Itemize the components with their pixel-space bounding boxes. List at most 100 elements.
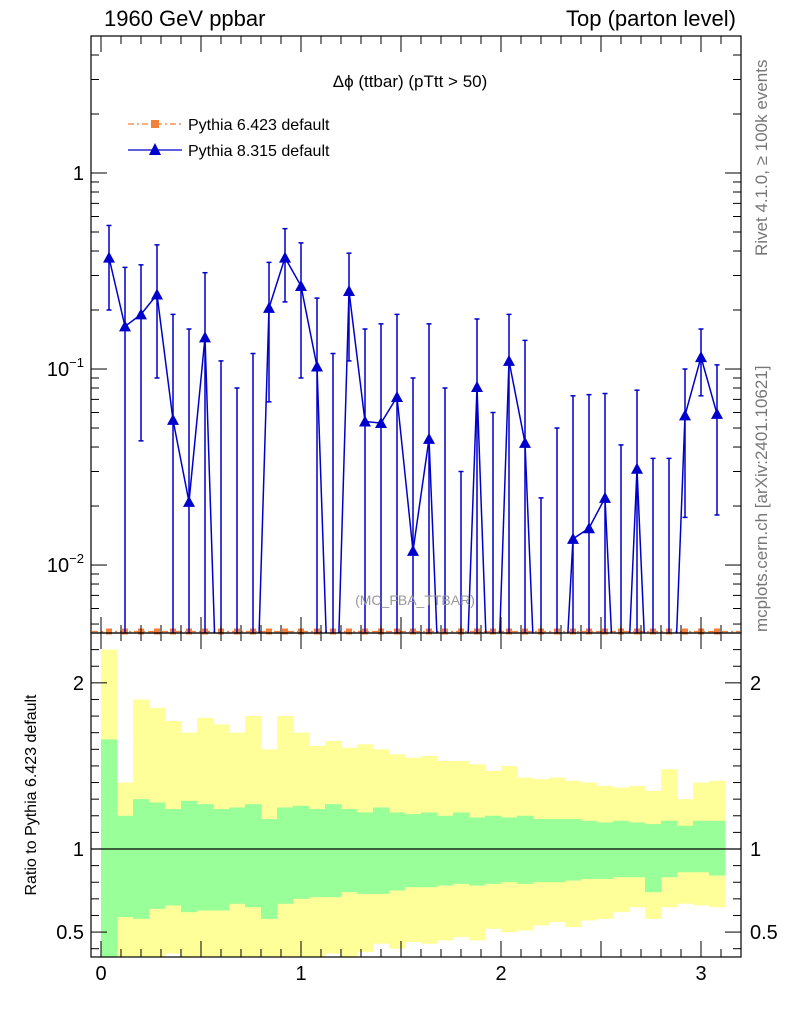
- pythia8-point: [695, 351, 707, 363]
- pythia8-error-bar: [522, 339, 528, 633]
- ratio-y-tick-label-left: 2: [73, 673, 84, 695]
- x-tick-label: 1: [295, 963, 306, 985]
- ratio-inner-band-bin: [565, 819, 582, 881]
- pythia8-point: [183, 495, 195, 507]
- ratio-y-axis-label: Ratio to Pythia 6.423 default: [23, 694, 40, 896]
- pythia8-error-bar: [410, 377, 416, 633]
- legend-pythia8-label: Pythia 8.315 default: [188, 143, 330, 160]
- pythia6-point: [106, 628, 112, 635]
- pythia6-point: [266, 628, 272, 635]
- ratio-inner-band-bin: [101, 739, 118, 957]
- pythia8-error-bar: [234, 387, 240, 633]
- ratio-inner-band-bin: [405, 814, 422, 888]
- ratio-inner-band-bin: [213, 809, 230, 911]
- pythia8-error-bar: [218, 360, 224, 633]
- ratio-inner-band-bin: [549, 819, 566, 883]
- pythia8-point: [167, 413, 179, 425]
- analysis-watermark: (MC_FBA_TTBAR): [355, 592, 475, 608]
- pythia8-point: [407, 544, 419, 556]
- pythia8-point: [519, 436, 531, 448]
- ratio-y-tick-label-right: 0.5: [750, 922, 778, 944]
- pythia8-point: [391, 390, 403, 402]
- pythia6-point: [682, 628, 688, 635]
- pythia8-error-bar: [106, 224, 112, 311]
- pythia8-error-bar: [362, 328, 368, 633]
- pythia8-error-bar: [202, 271, 208, 633]
- pythia8-error-bar: [554, 427, 560, 633]
- ratio-y-tick-label-right: 2: [750, 673, 761, 695]
- pythia8-error-bar: [442, 387, 448, 633]
- pythia8-error-bar: [634, 389, 640, 633]
- pythia8-point: [103, 251, 115, 263]
- main-plot-ticks: 1 10−1 10−2: [47, 35, 742, 633]
- ratio-y-tick-label-left: 0.5: [56, 922, 84, 944]
- pythia8-point: [359, 415, 371, 427]
- pythia8-error-bar: [314, 297, 320, 633]
- y-tick-label-base: 10: [47, 555, 69, 577]
- ratio-inner-band-bin: [597, 822, 614, 879]
- pythia8-point: [471, 380, 483, 392]
- pythia8-point: [199, 331, 211, 343]
- pythia6-point: [154, 628, 160, 635]
- ratio-inner-band-bin: [229, 807, 246, 904]
- pythia8-error-bar: [538, 497, 544, 633]
- ratio-inner-band-bin: [581, 820, 598, 879]
- pythia8-point: [343, 285, 355, 297]
- ratio-inner-band-bin: [325, 804, 342, 898]
- x-tick-label: 0: [95, 963, 106, 985]
- pythia8-point: [679, 409, 691, 421]
- y-tick-label: 10−2: [47, 551, 84, 577]
- pythia8-error-bar: [154, 244, 160, 379]
- ratio-plot-frame: [90, 632, 742, 958]
- pythia8-error-bar: [490, 411, 496, 633]
- plot-title: Δϕ (ttbar) (pTtt > 50): [333, 72, 488, 91]
- ratio-inner-band-bin: [501, 817, 518, 883]
- ratio-plot-marks: [91, 649, 741, 957]
- ratio-inner-band-bin: [181, 800, 198, 913]
- legend-pythia6-label: Pythia 6.423 default: [188, 117, 330, 134]
- ratio-inner-band-bin: [357, 812, 374, 894]
- ratio-inner-band-bin: [165, 809, 182, 906]
- pythia8-point: [711, 407, 723, 419]
- pythia8-error-bar: [586, 393, 592, 633]
- ratio-inner-band-bin: [149, 802, 166, 909]
- ratio-inner-band-bin: [197, 804, 214, 911]
- ratio-inner-band-bin: [373, 807, 390, 894]
- pythia8-error-bar: [666, 457, 672, 633]
- pythia8-error-bar: [426, 323, 432, 633]
- ratio-plot-ticks: 0.5 0.5 1 1 2 2 0 1 2 3: [56, 633, 778, 985]
- ratio-inner-band-bin: [309, 809, 326, 898]
- pythia8-point: [375, 417, 387, 429]
- header-left-label: 1960 GeV ppbar: [104, 6, 266, 31]
- ratio-inner-band-bin: [133, 799, 150, 919]
- pythia6-point: [714, 628, 720, 635]
- pythia8-error-bar: [298, 242, 304, 379]
- pythia8-error-bar: [458, 470, 464, 633]
- y-tick-label: 10−1: [47, 355, 84, 381]
- ratio-y-tick-label-right: 1: [750, 839, 761, 861]
- pythia8-point: [295, 280, 307, 292]
- pythia8-point: [119, 320, 131, 332]
- pythia8-error-bar: [714, 364, 720, 516]
- pythia8-point: [631, 462, 643, 474]
- y-tick-label-base: 10: [47, 359, 69, 381]
- pythia8-error-bar: [618, 444, 624, 633]
- ratio-inner-band-bin: [293, 805, 310, 899]
- ratio-plot-panel: 0.5 0.5 1 1 2 2 0 1 2 3 Ratio to Pythia 6.423 def…: [23, 632, 778, 985]
- y-tick-label: 1: [73, 163, 84, 185]
- ratio-inner-band-bin: [709, 820, 726, 876]
- ratio-inner-band-bin: [453, 812, 470, 884]
- legend-pythia8-marker: [149, 143, 161, 155]
- ratio-inner-band-bin: [485, 815, 502, 884]
- pythia8-point: [151, 288, 163, 300]
- pythia8-error-bar: [282, 227, 288, 303]
- pythia8-error-bar: [186, 328, 192, 633]
- main-plot-panel: 1 10−1 10−2 Δϕ (ttbar) (pTtt > 50) (MC_FBA…: [47, 35, 742, 635]
- ratio-inner-band-bin: [533, 819, 550, 883]
- pythia8-error-bar: [250, 352, 256, 633]
- pythia8-point: [567, 532, 579, 544]
- ratio-inner-band-bin: [277, 807, 294, 904]
- legend: Pythia 6.423 default Pythia 8.315 defaul…: [128, 117, 330, 160]
- ratio-inner-band-bin: [629, 822, 646, 878]
